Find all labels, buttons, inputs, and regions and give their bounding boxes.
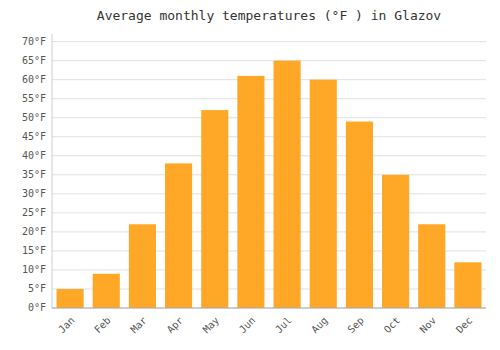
grid-line: [52, 98, 486, 99]
y-tick-label: 10°F: [22, 264, 46, 275]
bar: [165, 163, 192, 308]
y-tick-label: 65°F: [22, 55, 46, 66]
x-tick-label: Apr: [165, 315, 186, 336]
chart-svg: Average monthly temperatures (°F ) in Gl…: [0, 0, 500, 350]
x-axis-line: [52, 308, 486, 309]
y-tick-label: 60°F: [22, 74, 46, 85]
x-tick-label: Jan: [56, 315, 77, 336]
y-tick-label: 30°F: [22, 188, 46, 199]
x-tick-label: Nov: [418, 315, 439, 336]
grid-line: [52, 41, 486, 42]
x-tick-label: Dec: [454, 315, 475, 336]
y-tick-label: 55°F: [22, 93, 46, 104]
y-tick-label: 0°F: [28, 302, 46, 313]
bar: [382, 175, 409, 308]
y-tick-label: 35°F: [22, 169, 46, 180]
bar: [237, 76, 264, 308]
y-axis: 0°F 5°F 10°F 15°F 20°F 25°F 30°F 35°F 40°F 45°F 50…: [22, 34, 52, 313]
grid-line: [52, 136, 486, 137]
bar: [310, 80, 337, 308]
y-tick-label: 15°F: [22, 245, 46, 256]
y-tick-label: 70°F: [22, 36, 46, 47]
bar: [346, 122, 373, 308]
bar: [93, 274, 120, 308]
bar: [454, 262, 481, 308]
x-tick-label: Jun: [237, 315, 258, 336]
bar: [418, 224, 445, 308]
y-tick-label: 20°F: [22, 226, 46, 237]
grid-line: [52, 174, 486, 175]
bar: [129, 224, 156, 308]
x-tick-label: May: [201, 315, 222, 336]
grid-line: [52, 117, 486, 118]
bars: [57, 61, 482, 308]
x-tick-label: Aug: [309, 315, 330, 336]
y-tick-label: 5°F: [28, 283, 46, 294]
x-tick-label: Mar: [128, 315, 149, 336]
chart-container: Average monthly temperatures (°F ) in Gl…: [0, 0, 500, 350]
grid-line: [52, 155, 486, 156]
y-axis-line: [52, 34, 53, 308]
grid-line: [52, 212, 486, 213]
x-axis: Jan Feb Mar Apr May Jun Jul Aug Sep Oct Nov Dec: [52, 308, 486, 335]
y-tick-label: 50°F: [22, 112, 46, 123]
x-tick-label: Sep: [345, 315, 366, 336]
y-tick-label: 25°F: [22, 207, 46, 218]
bar: [274, 61, 301, 308]
grid-line: [52, 79, 486, 80]
y-tick-label: 45°F: [22, 131, 46, 142]
y-tick-label: 40°F: [22, 150, 46, 161]
bar: [57, 289, 84, 308]
grid-line: [52, 60, 486, 61]
y-grid: [52, 42, 486, 308]
chart-title: Average monthly temperatures (°F ) in Gl…: [97, 8, 442, 23]
x-tick-label: Oct: [382, 315, 403, 336]
grid-line: [52, 193, 486, 194]
x-tick-label: Jul: [273, 315, 294, 336]
bar: [201, 110, 228, 308]
grid-line: [52, 308, 486, 309]
x-tick-label: Feb: [92, 315, 113, 336]
